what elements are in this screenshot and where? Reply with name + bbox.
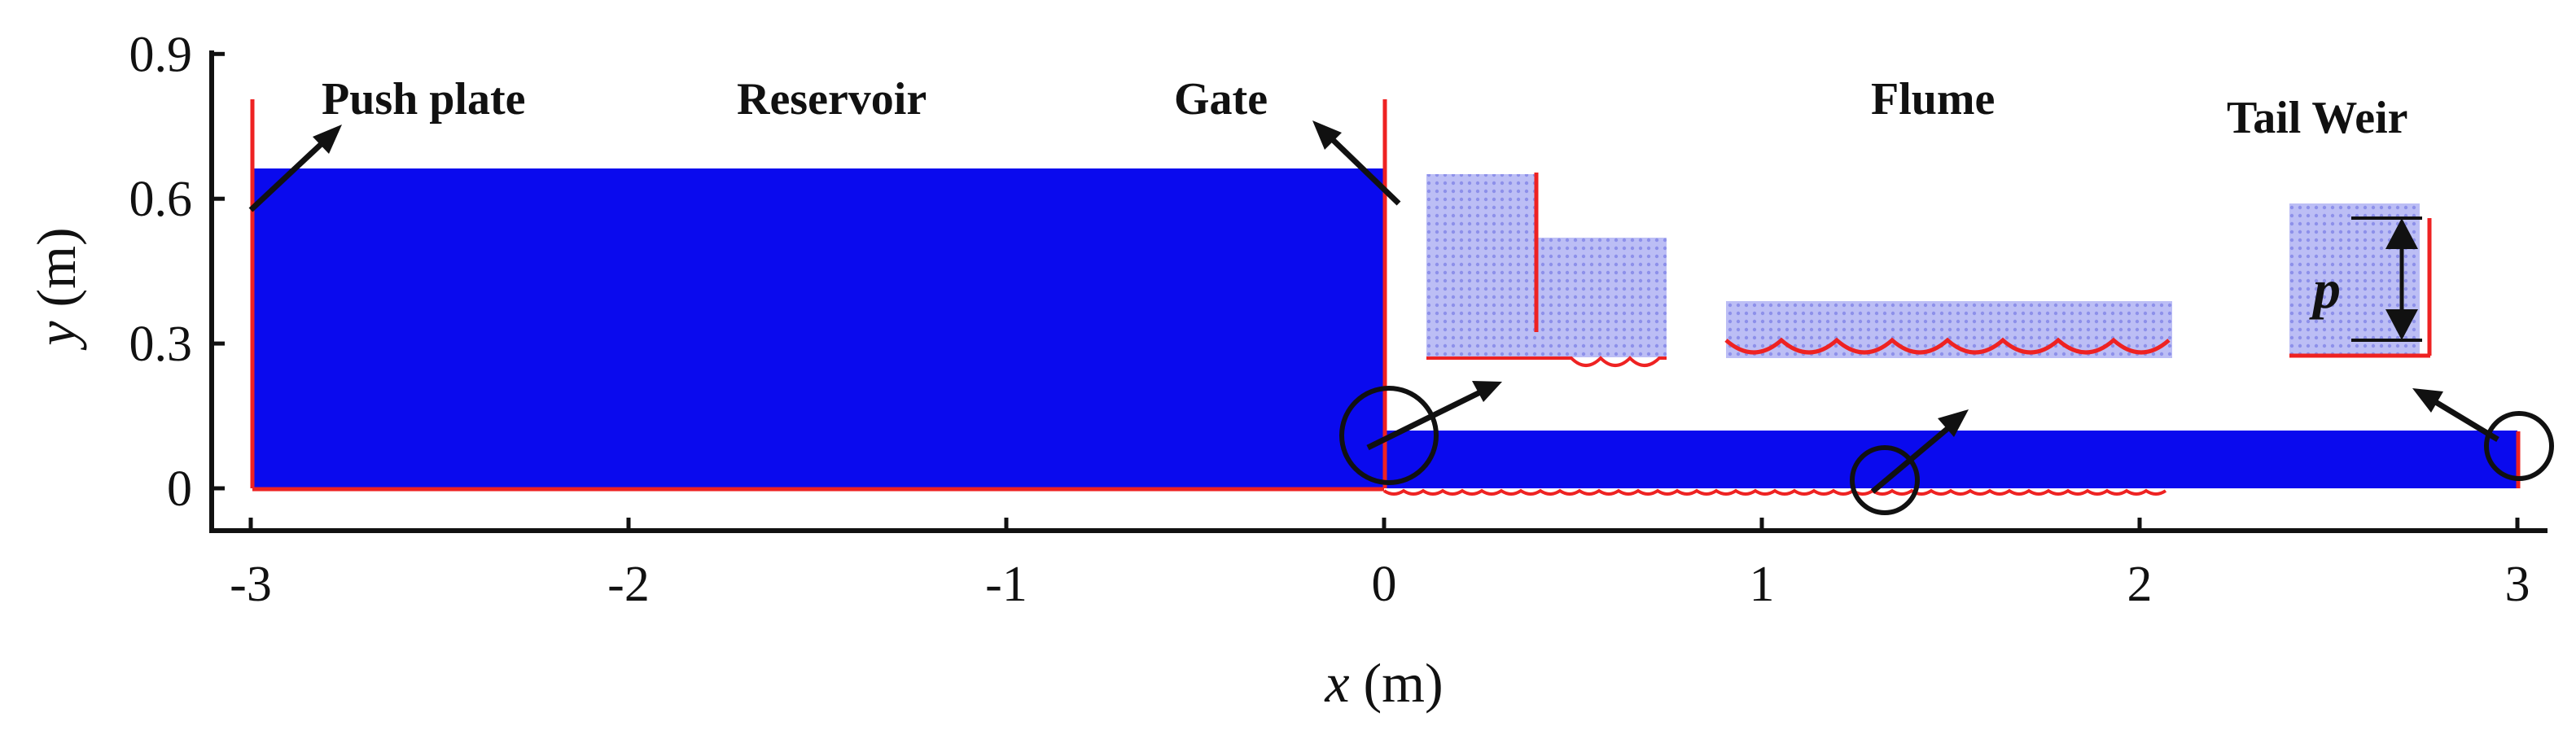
x-tick-label: 0: [1372, 557, 1397, 612]
x-tick-label: 2: [2127, 557, 2153, 612]
axes: [209, 50, 2548, 533]
annotation-arrows: [248, 120, 2499, 494]
reservoir-water: [252, 168, 1384, 488]
x-axis-title: x (m): [1324, 652, 1443, 714]
x-tick-label: -1: [985, 557, 1027, 612]
x-tick-label: 1: [1750, 557, 1775, 612]
tail-weir-label: Tail Weir: [2227, 93, 2408, 143]
gate-label: Gate: [1174, 74, 1268, 125]
gate-zoom-circle: [1339, 386, 1439, 485]
x-ticks: -3 -2 -1 0 1 2 3: [230, 518, 2530, 612]
y-axis-title: y (m): [25, 227, 87, 350]
y-tick-label: 0: [167, 461, 192, 517]
y-tick-label: 0.3: [129, 317, 193, 372]
y-tick-label: 0.9: [129, 27, 193, 82]
y-ticks: 0 0.3 0.6 0.9: [129, 27, 225, 517]
flume-zoom-circle: [1850, 445, 1920, 515]
x-tick-label: 3: [2505, 557, 2530, 612]
x-tick-label: -3: [230, 557, 272, 612]
p-label: p: [2309, 258, 2341, 320]
inset-tail-weir: [2289, 203, 2432, 358]
inset-gate: [1426, 173, 1667, 367]
y-tick-label: 0.6: [129, 172, 193, 227]
reservoir-label: Reservoir: [737, 74, 927, 125]
x-tick-label: -2: [607, 557, 650, 612]
flume-water: [1384, 431, 2517, 488]
weir-zoom-circle: [2484, 411, 2554, 481]
inset-flume: [1724, 301, 2172, 358]
push-plate-label: Push plate: [322, 74, 526, 125]
flume-label: Flume: [1871, 74, 1995, 125]
flume-bed-waves: [1382, 488, 2167, 496]
